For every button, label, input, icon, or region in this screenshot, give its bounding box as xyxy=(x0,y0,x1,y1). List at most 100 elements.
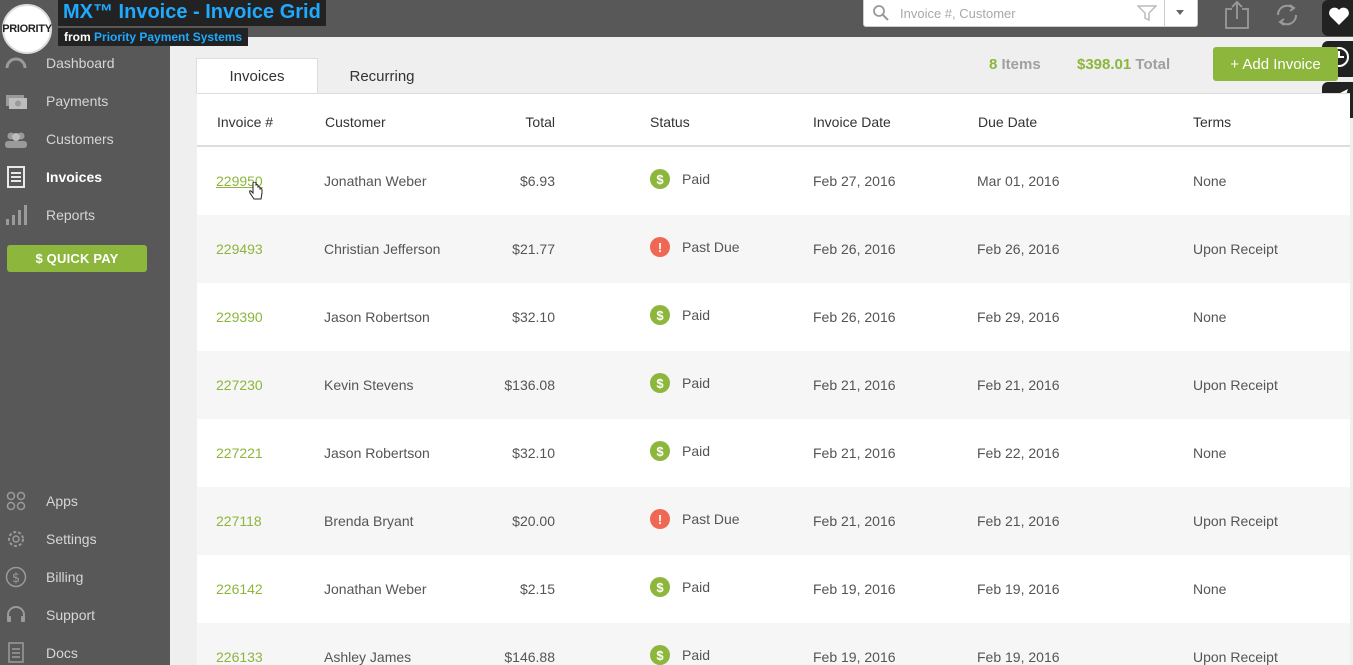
chevron-down-icon[interactable] xyxy=(1176,10,1184,15)
column-header-total[interactable]: Total xyxy=(525,114,555,130)
invoice-total: $21.77 xyxy=(512,241,555,257)
terms: None xyxy=(1193,173,1227,189)
sidebar-item-label: Dashboard xyxy=(46,55,115,71)
byline-from: from xyxy=(64,30,91,44)
table-row[interactable]: 227221 Jason Robertson $32.10 $ Paid Feb 21, … xyxy=(197,419,1350,487)
status-badge: $ Paid xyxy=(650,577,710,597)
headset-icon xyxy=(4,603,28,627)
search-input[interactable] xyxy=(900,3,1130,23)
due-date: Feb 21, 2016 xyxy=(977,377,1060,393)
column-header-status[interactable]: Status xyxy=(650,114,690,130)
invoice-total: $6.93 xyxy=(519,173,555,189)
due-date: Feb 19, 2016 xyxy=(977,581,1060,597)
table-row[interactable]: 227230 Kevin Stevens $136.08 $ Paid Feb 21, 2… xyxy=(197,351,1350,419)
total-amount-label: Total xyxy=(1135,56,1171,73)
due-date: Mar 01, 2016 xyxy=(977,173,1060,189)
alert-icon: ! xyxy=(650,237,670,257)
table-row[interactable]: 226133 Ashley James $146.88 $ Paid Feb 19, 20… xyxy=(197,623,1350,665)
status-text: Paid xyxy=(682,579,711,595)
due-date: Feb 19, 2016 xyxy=(977,649,1060,665)
sidebar-item-customers[interactable]: Customers xyxy=(0,122,170,156)
add-invoice-button[interactable]: + Add Invoice xyxy=(1213,47,1338,81)
invoice-number-link[interactable]: 229390 xyxy=(216,309,263,325)
invoice-number-link[interactable]: 226133 xyxy=(216,649,263,665)
sidebar-item-apps[interactable]: Apps xyxy=(0,484,170,518)
sidebar-item-docs[interactable]: Docs xyxy=(0,636,170,665)
terms: Upon Receipt xyxy=(1193,649,1278,665)
dollar-icon: $ xyxy=(650,441,670,461)
dollar-icon: $ xyxy=(650,373,670,393)
terms: None xyxy=(1193,309,1227,325)
invoice-number-link[interactable]: 227230 xyxy=(216,377,263,393)
sidebar-item-payments[interactable]: Payments xyxy=(0,84,170,118)
search-icon[interactable] xyxy=(872,4,890,27)
tab-recurring[interactable]: Recurring xyxy=(349,67,415,85)
search-box xyxy=(863,0,1198,27)
invoice-total: $20.00 xyxy=(512,513,555,529)
invoice-total: $146.88 xyxy=(504,649,555,665)
quick-pay-button[interactable]: $ QUICK PAY xyxy=(7,245,147,272)
table-header: Invoice # Customer Total Status Invoice … xyxy=(197,94,1350,147)
invoices-icon xyxy=(4,165,28,189)
column-header-invoice[interactable]: Invoice # xyxy=(217,114,274,130)
table-row[interactable]: 229950 Jonathan Weber $6.93 $ Paid Feb 27, 20… xyxy=(197,147,1350,215)
column-header-due-date[interactable]: Due Date xyxy=(978,114,1038,130)
customer-name: Brenda Bryant xyxy=(324,513,414,529)
sidebar-item-label: Billing xyxy=(46,569,84,585)
export-icon[interactable] xyxy=(1222,0,1252,30)
table-row[interactable]: 229493 Christian Jefferson $21.77! Past Due… xyxy=(197,215,1350,283)
video-byline[interactable]: from Priority Payment Systems xyxy=(58,28,249,46)
invoice-date: Feb 21, 2016 xyxy=(813,513,896,529)
table-row[interactable]: 226142 Jonathan Weber $2.15 $ Paid Feb 19, 20… xyxy=(197,555,1350,623)
items-count: 8 Items xyxy=(989,56,1041,73)
customer-name: Jonathan Weber xyxy=(324,173,427,189)
customer-name: Jason Robertson xyxy=(324,445,430,461)
invoice-number-link[interactable]: 229493 xyxy=(216,241,263,257)
invoice-date: Feb 26, 2016 xyxy=(813,309,896,325)
sidebar-item-reports[interactable]: Reports xyxy=(0,198,170,232)
invoice-number-link[interactable]: 226142 xyxy=(216,581,263,597)
sidebar-item-billing[interactable]: $ Billing xyxy=(0,560,170,594)
invoice-total: $136.08 xyxy=(504,377,555,393)
like-button[interactable] xyxy=(1322,0,1353,36)
invoice-number-link[interactable]: 227221 xyxy=(216,445,263,461)
sidebar-item-dashboard[interactable]: Dashboard xyxy=(0,46,170,80)
terms: Upon Receipt xyxy=(1193,513,1278,529)
customer-name: Jonathan Weber xyxy=(324,581,427,597)
sidebar: Dashboard Payments Customers Invoices Re… xyxy=(0,0,170,665)
sidebar-item-support[interactable]: Support xyxy=(0,598,170,632)
dollar-icon: $ xyxy=(650,577,670,597)
due-date: Feb 26, 2016 xyxy=(977,241,1060,257)
total-amount: $398.01 Total xyxy=(1077,56,1170,73)
invoice-number-link[interactable]: 227118 xyxy=(216,513,262,529)
payments-icon xyxy=(4,89,28,113)
filter-icon[interactable] xyxy=(1136,4,1158,27)
column-header-terms[interactable]: Terms xyxy=(1193,114,1232,130)
status-text: Paid xyxy=(682,443,711,459)
brand-logo: PRIORITY xyxy=(2,4,52,54)
customer-name: Ashley James xyxy=(324,649,412,665)
sidebar-item-label: Apps xyxy=(46,493,78,509)
video-title[interactable]: MX™ Invoice - Invoice Grid xyxy=(58,0,326,26)
sidebar-item-settings[interactable]: Settings xyxy=(0,522,170,556)
tab-invoices[interactable]: Invoices xyxy=(196,58,318,94)
divider xyxy=(1164,0,1165,26)
refresh-icon[interactable] xyxy=(1272,0,1302,30)
table-row[interactable]: 229390 Jason Robertson $32.10 $ Paid Feb 26, … xyxy=(197,283,1350,351)
invoice-number-link[interactable]: 229950 xyxy=(216,173,263,189)
logo-text: PRIORITY xyxy=(2,23,52,35)
invoice-date: Feb 21, 2016 xyxy=(813,377,896,393)
column-header-invoice-date[interactable]: Invoice Date xyxy=(813,114,891,130)
svg-text:$: $ xyxy=(12,571,20,586)
sidebar-item-label: Payments xyxy=(46,93,109,109)
column-header-customer[interactable]: Customer xyxy=(325,114,386,130)
byline-company[interactable]: Priority Payment Systems xyxy=(94,30,243,44)
items-count-label: Items xyxy=(1001,56,1041,73)
table-row[interactable]: 227118 Brenda Bryant $20.00! Past Due Feb 21… xyxy=(197,487,1350,555)
gear-icon xyxy=(4,527,28,551)
sidebar-item-invoices[interactable]: Invoices xyxy=(0,160,170,194)
sidebar-item-label: Docs xyxy=(46,645,78,661)
invoice-total: $32.10 xyxy=(512,445,555,461)
status-text: Paid xyxy=(682,171,711,187)
terms: None xyxy=(1193,581,1227,597)
